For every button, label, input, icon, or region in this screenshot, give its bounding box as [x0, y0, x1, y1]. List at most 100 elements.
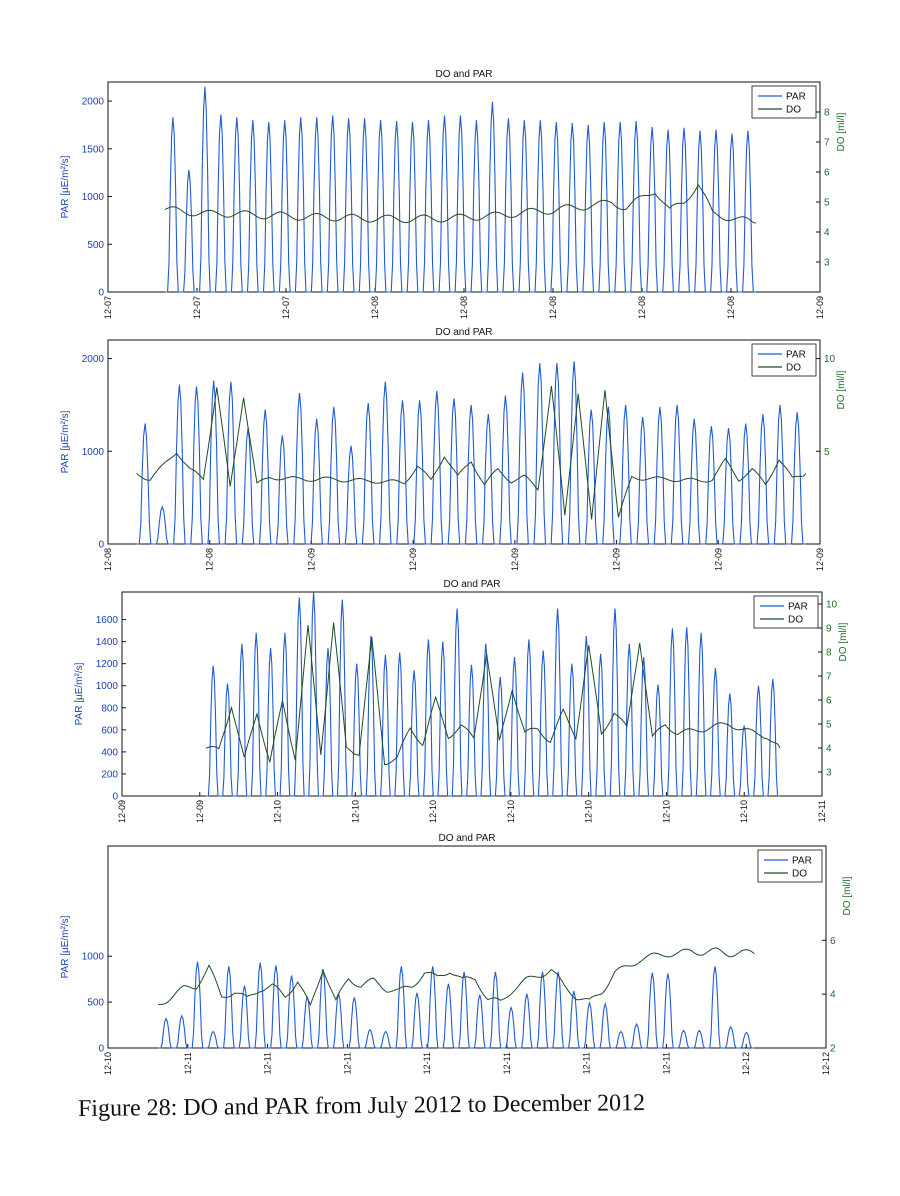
do-series-line	[164, 183, 756, 224]
y-right-axis-label: DO [ml/l]	[838, 622, 849, 661]
par-series-line	[158, 961, 755, 1049]
x-tick-label: 12-09	[815, 548, 825, 571]
do-series-line	[158, 947, 755, 1007]
x-tick-label: 12-09	[117, 800, 127, 823]
x-tick-label: 12-08	[370, 296, 380, 319]
x-tick-label: 12-08	[637, 296, 647, 319]
y-right-tick-label: 7	[826, 672, 832, 683]
legend-label-do: DO	[792, 869, 807, 880]
figure-caption: Figure 28: DO and PAR from July 2012 to …	[77, 1090, 646, 1122]
y-right-tick-label: 8	[826, 648, 832, 659]
y-left-tick-label: 800	[101, 703, 118, 714]
x-tick-label: 12-11	[342, 1052, 352, 1074]
par-series-line	[165, 86, 756, 293]
y-right-tick-label: 6	[830, 936, 836, 947]
x-tick-label: 12-12	[741, 1052, 751, 1075]
plot-frame	[107, 845, 827, 1049]
chart-title: DO and PAR	[443, 579, 500, 590]
x-tick-label: 12-12	[821, 1052, 831, 1075]
chart-title: DO and PAR	[438, 833, 495, 844]
x-tick-label: 12-09	[195, 800, 205, 823]
legend-label-par: PAR	[786, 92, 806, 103]
y-right-tick-label: 4	[826, 744, 832, 755]
x-tick-label: 12-11	[817, 800, 827, 822]
x-tick-label: 12-09	[306, 548, 316, 571]
legend-label-do: DO	[788, 615, 803, 626]
legend-label-par: PAR	[786, 350, 806, 361]
y-left-tick-label: 500	[87, 240, 104, 251]
chart-svg: DO and PAR 0 200 400 600 800 1000 1200 1400 1600 3…	[74, 579, 849, 823]
x-tick-label: 12-10	[350, 800, 360, 823]
y-left-axis-label: PAR [µE/m²/s]	[74, 662, 85, 725]
y-right-axis-label: DO [ml/l]	[836, 112, 847, 151]
y-left-tick-label: 1600	[96, 615, 119, 626]
chart-svg: DO and PAR 0 500 1000 2 4 6 PAR [µE/m²/s] DO [ml…	[60, 833, 853, 1075]
x-tick-label: 12-09	[510, 548, 520, 571]
y-left-axis-label: PAR [µE/m²/s]	[60, 155, 71, 218]
par-series-line	[136, 361, 806, 545]
x-tick-label: 12-11	[183, 1052, 193, 1074]
do-series-line	[205, 622, 781, 766]
y-left-tick-label: 1200	[96, 659, 119, 670]
y-left-tick-label: 1000	[82, 952, 105, 963]
y-left-tick-label: 0	[112, 792, 118, 803]
y-left-axis-label: PAR [µE/m²/s]	[60, 915, 71, 978]
do-series-line	[136, 385, 807, 520]
x-tick-label: 12-10	[584, 800, 594, 823]
y-right-tick-label: 6	[824, 168, 830, 179]
y-right-tick-label: 2	[830, 1044, 836, 1055]
legend-box	[751, 85, 817, 119]
y-right-tick-label: 3	[824, 258, 830, 269]
legend-label-par: PAR	[792, 856, 812, 867]
legend-box	[757, 849, 823, 883]
chart-panel-2: DO and PAR 0 1000 2000 5 10 PAR [µE/m²/s] DO [m…	[0, 320, 900, 584]
y-left-tick-label: 0	[98, 1044, 104, 1055]
y-left-tick-label: 200	[101, 769, 118, 780]
x-tick-label: 12-10	[739, 800, 749, 823]
y-left-tick-label: 500	[87, 998, 104, 1009]
x-tick-label: 12-09	[815, 296, 825, 319]
legend-label-do: DO	[786, 105, 801, 116]
chart-title: DO and PAR	[435, 69, 492, 80]
y-right-tick-label: 10	[826, 600, 838, 611]
y-left-tick-label: 1000	[96, 681, 119, 692]
y-left-axis-label: PAR [µE/m²/s]	[60, 410, 71, 473]
x-tick-label: 12-08	[548, 296, 558, 319]
x-tick-label: 12-08	[726, 296, 736, 319]
chart-title: DO and PAR	[435, 327, 492, 338]
chart-panel-4: DO and PAR 0 500 1000 2 4 6 PAR [µE/m²/s] DO [ml…	[0, 822, 900, 1086]
y-right-tick-label: 6	[826, 696, 832, 707]
chart-svg: DO and PAR 0 500 1000 1500 2000 3 4 5 6 7 8 PAR [µE/…	[60, 69, 847, 319]
y-left-tick-label: 2000	[82, 97, 105, 108]
x-tick-label: 12-11	[661, 1052, 671, 1074]
legend-box	[751, 343, 817, 377]
y-left-tick-label: 400	[101, 747, 118, 758]
y-left-tick-label: 1500	[82, 144, 105, 155]
y-right-tick-label: 7	[824, 138, 830, 149]
legend-label-par: PAR	[788, 602, 808, 613]
chart-panel-1: DO and PAR 0 500 1000 1500 2000 3 4 5 6 7 8 PAR [µE/…	[0, 66, 900, 330]
x-tick-label: 12-07	[281, 296, 291, 319]
x-tick-label: 12-10	[506, 800, 516, 823]
x-tick-label: 12-08	[205, 548, 215, 571]
y-left-tick-label: 0	[98, 288, 104, 299]
x-tick-label: 12-08	[103, 548, 113, 571]
y-right-tick-label: 4	[830, 990, 836, 1001]
y-left-tick-label: 0	[98, 540, 104, 551]
y-right-tick-label: 5	[824, 198, 830, 209]
legend-label-do: DO	[786, 363, 801, 374]
y-left-tick-label: 1000	[82, 447, 105, 458]
chart-svg: DO and PAR 0 1000 2000 5 10 PAR [µE/m²/s] DO [m…	[60, 327, 847, 571]
x-tick-label: 12-11	[502, 1052, 512, 1074]
x-tick-label: 12-11	[263, 1052, 273, 1074]
x-tick-label: 12-10	[661, 800, 671, 823]
y-left-tick-label: 2000	[82, 354, 105, 365]
y-left-tick-label: 1400	[96, 637, 119, 648]
x-tick-label: 12-07	[192, 296, 202, 319]
x-tick-label: 12-09	[612, 548, 622, 571]
legend-box	[753, 595, 819, 629]
y-right-tick-label: 5	[826, 720, 832, 731]
x-tick-label: 12-11	[422, 1052, 432, 1074]
x-tick-label: 12-11	[582, 1052, 592, 1074]
